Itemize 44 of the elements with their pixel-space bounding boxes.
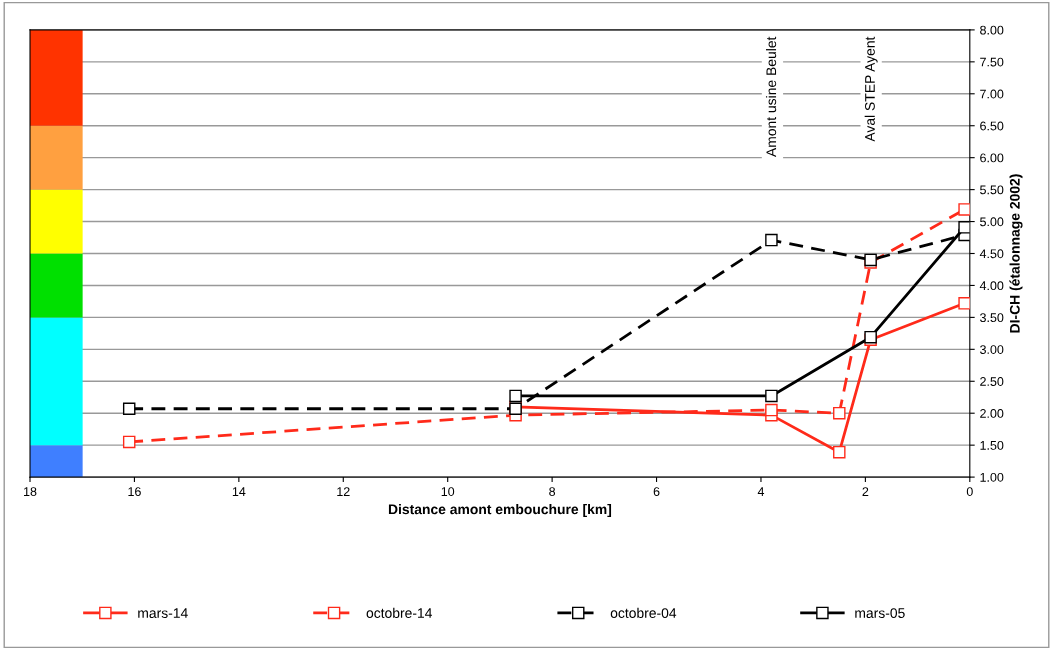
annotation: Amont usine Beulet [765, 36, 777, 158]
y-tick-label: 4.50 [979, 249, 1004, 259]
y-tick-label: 8.00 [980, 25, 1004, 35]
x-tick-label: 4 [757, 487, 765, 496]
x-tick-label: 8 [549, 487, 556, 496]
x-tick-label: 16 [128, 487, 141, 496]
point [765, 233, 778, 247]
y-tick-label: 7.00 [980, 89, 1004, 99]
y-tick-label: 1.50 [980, 440, 1004, 450]
point [122, 402, 136, 415]
x-tick-label: 6 [653, 487, 660, 496]
x-tick-label: 14 [232, 487, 246, 496]
y-tick-label: 3.00 [980, 345, 1004, 354]
y-tick-label: 6.50 [980, 121, 1004, 131]
x-tick-label: 10 [441, 487, 455, 496]
x-axis-title: Distance amont embouchure [km] [388, 504, 612, 517]
y-tick-label: 4.00 [979, 281, 1004, 291]
y-tick-label: 5.50 [980, 185, 1004, 195]
legend-label: octobre-14 [366, 607, 433, 618]
y-tick-label: 2.00 [980, 409, 1004, 418]
point [958, 221, 970, 234]
x-tick-label: 18 [24, 487, 37, 496]
point [122, 435, 136, 449]
point [765, 389, 778, 403]
y-tick-label: 2.50 [980, 377, 1004, 386]
y-tick-label: 7.50 [980, 57, 1004, 67]
x-tick-label: 0 [966, 487, 973, 496]
point [958, 297, 970, 310]
y-tick-label: 6.00 [980, 153, 1004, 163]
y-tick-label: 1.00 [980, 472, 1004, 482]
legend-label: octobre-04 [610, 607, 677, 618]
legend-label: mars-14 [138, 608, 188, 618]
x-tick-label: 12 [337, 487, 350, 496]
x-tick-label: 2 [862, 487, 869, 496]
annotation: Aval STEP Ayent [864, 36, 878, 142]
legend-label: mars-05 [855, 608, 905, 618]
point [509, 389, 522, 403]
point [958, 203, 970, 216]
point [833, 406, 846, 420]
point [765, 403, 778, 417]
y-axis-title: DI-CH (étalonnage 2002) [1009, 174, 1023, 333]
y-tick-label: 5.00 [980, 217, 1004, 227]
y-tick-label: 3.50 [980, 313, 1004, 323]
point [833, 445, 846, 459]
